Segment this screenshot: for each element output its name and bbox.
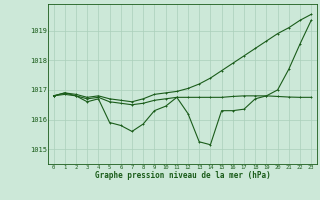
X-axis label: Graphe pression niveau de la mer (hPa): Graphe pression niveau de la mer (hPa) bbox=[94, 171, 270, 180]
